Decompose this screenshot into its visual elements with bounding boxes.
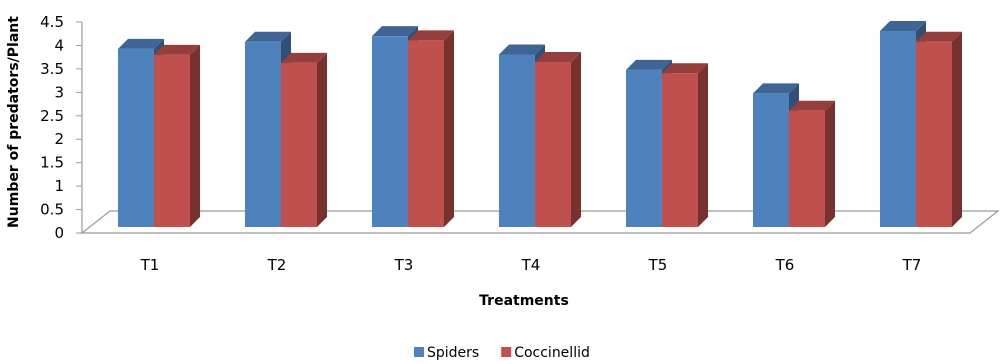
x-tick-label: T7	[902, 256, 922, 274]
bar-front	[789, 110, 825, 227]
bar-front	[916, 41, 952, 228]
legend: Spiders Coccinellid	[414, 345, 590, 361]
y-tick-label: 2	[54, 130, 64, 148]
bar-front	[535, 61, 571, 227]
bar-coccinellid-t7	[916, 31, 962, 228]
bar-top	[662, 63, 708, 74]
bar-top	[408, 30, 454, 41]
bar-front	[626, 69, 662, 227]
bar-front	[245, 41, 281, 228]
y-axis: 0 0.5 1 1.5 2 2.5 3 3.5 4 4.5	[40, 13, 83, 242]
bar-front	[662, 73, 698, 228]
bar-top	[626, 59, 672, 70]
y-tick-label: 3	[54, 83, 64, 101]
legend-swatch-spiders	[414, 347, 424, 357]
bar-top	[499, 44, 545, 55]
bar-side	[571, 51, 581, 227]
bar-top	[753, 83, 799, 94]
x-tick-label: T4	[521, 256, 541, 274]
bar-side	[444, 30, 454, 228]
x-tick-label: T2	[267, 256, 287, 274]
bar-front	[753, 93, 789, 227]
bar-front	[880, 31, 916, 228]
bar-side	[952, 31, 962, 227]
bar-top	[535, 51, 581, 62]
y-tick-label: 0.5	[40, 201, 64, 219]
bar-front	[372, 36, 408, 227]
x-axis-title: Treatments	[479, 293, 569, 309]
legend-label-spiders: Spiders	[427, 345, 479, 361]
y-tick-label: 3.5	[40, 60, 64, 78]
bars	[118, 21, 962, 228]
bar-front	[281, 62, 317, 228]
bar-coccinellid-t5	[662, 63, 708, 228]
y-tick-label: 4.5	[40, 13, 64, 31]
bar-top	[118, 38, 164, 49]
y-tick-label: 1.5	[40, 154, 64, 172]
bar-front	[499, 54, 535, 228]
x-tick-label: T3	[394, 256, 414, 274]
bar-coccinellid-t2	[281, 52, 327, 228]
y-tick-label: 0	[54, 224, 64, 242]
bar-top	[880, 21, 926, 32]
bar-top	[372, 26, 418, 37]
bar-top	[281, 52, 327, 63]
x-tick-label: T1	[140, 256, 160, 274]
bar-coccinellid-t6	[789, 100, 835, 227]
y-tick-label: 1	[54, 177, 64, 195]
bar-front	[118, 48, 154, 228]
bar-front	[408, 40, 444, 228]
y-axis-title: Number of predators/Plant	[6, 16, 22, 228]
bar-top	[245, 31, 291, 42]
bar-top	[154, 44, 200, 55]
bar-coccinellid-t1	[154, 44, 200, 227]
bar-coccinellid-t3	[408, 30, 454, 228]
bar-side	[698, 63, 708, 228]
bar-front	[154, 54, 190, 227]
bar-side	[190, 44, 200, 227]
bar-coccinellid-t4	[535, 51, 581, 227]
y-tick-label: 2.5	[40, 107, 64, 125]
y-tick-label: 4	[54, 36, 64, 54]
legend-swatch-coccinellid	[501, 347, 512, 357]
legend-label-coccinellid: Coccinellid	[514, 345, 590, 361]
bar-side	[825, 100, 835, 227]
x-tick-label: T6	[775, 256, 795, 274]
x-tick-label: T5	[648, 256, 668, 274]
bar-side	[317, 52, 327, 228]
bar-top	[916, 31, 962, 42]
x-axis-ticks: T1 T2 T3 T4 T5 T6 T7	[140, 256, 922, 274]
bar-top	[789, 100, 835, 111]
